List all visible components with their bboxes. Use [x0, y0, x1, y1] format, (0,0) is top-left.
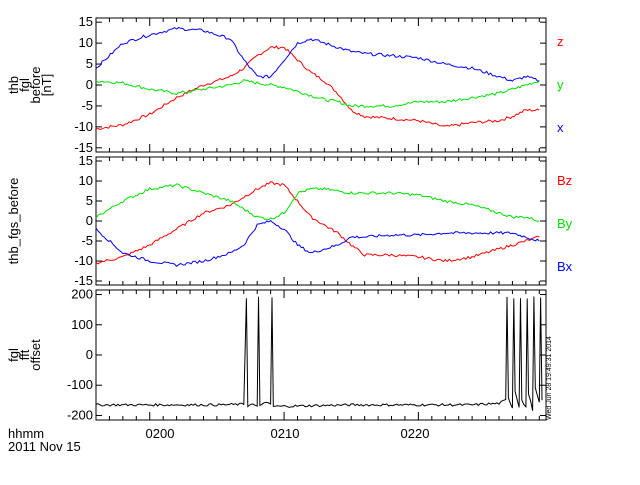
- legend-label-By: By: [557, 216, 573, 231]
- time-axis: 0200 0210 0220 hhmm 2011 Nov 15: [8, 426, 429, 454]
- panel-frame: [95, 156, 547, 286]
- date-label: 2011 Nov 15: [8, 439, 81, 454]
- panel-frame: [95, 17, 547, 153]
- series-line-offset: [95, 296, 543, 411]
- legend-label-Bz: Bz: [557, 173, 572, 188]
- y-tick-label: -10: [74, 253, 93, 268]
- y-axis-label: thb: [6, 76, 21, 94]
- y-tick-label: -5: [81, 233, 93, 248]
- y-tick-label: 0: [86, 213, 93, 228]
- timestamp-stamp: Wed Jun 28 19:49:31 2014: [546, 336, 553, 420]
- y-tick-label: 200: [71, 287, 93, 302]
- y-axis-label: [nT]: [39, 74, 54, 96]
- y-tick-label: -100: [67, 377, 93, 392]
- time-tick-label: 0210: [271, 426, 300, 441]
- y-tick-label: -15: [74, 140, 93, 155]
- legend-label-Bx: Bx: [557, 259, 573, 274]
- y-axis-label: offset: [28, 339, 43, 371]
- y-tick-label: -5: [81, 98, 93, 113]
- y-tick-label: 5: [86, 56, 93, 71]
- legend-label-y: y: [557, 77, 564, 92]
- panel-frame: [95, 289, 547, 421]
- series-line-Bx: [95, 219, 540, 267]
- y-tick-label: -10: [74, 119, 93, 134]
- legend-label-z: z: [557, 34, 564, 49]
- series-line-y: [95, 79, 540, 108]
- y-tick-label: 100: [71, 317, 93, 332]
- y-tick-label: 10: [79, 173, 93, 188]
- time-tick-label: 0220: [401, 426, 430, 441]
- series-line-By: [95, 183, 540, 222]
- y-tick-label: 15: [79, 153, 93, 168]
- time-tick-label: 0200: [146, 426, 175, 441]
- y-tick-label: -15: [74, 273, 93, 288]
- y-axis-label: fgl: [6, 348, 21, 362]
- y-axis-label: fft: [17, 349, 32, 360]
- y-tick-label: 15: [79, 14, 93, 29]
- panel-fgs-before: 15 10 5 0 -5 -10 -15 thb_fgs_before Bz By Bx: [6, 153, 573, 288]
- series-line-x: [95, 26, 540, 82]
- y-axis-label: thb_fgs_before: [6, 178, 21, 265]
- y-axis-label: fgl: [17, 78, 32, 92]
- series-line-z: [95, 45, 540, 131]
- y-tick-label: 5: [86, 193, 93, 208]
- y-axis-label: before: [28, 67, 43, 104]
- time-unit-label: hhmm: [8, 426, 44, 441]
- y-tick-label: 0: [86, 347, 93, 362]
- y-tick-label: 0: [86, 77, 93, 92]
- series-line-Bz: [95, 181, 540, 265]
- y-tick-label: -200: [67, 407, 93, 422]
- legend-label-x: x: [557, 120, 564, 135]
- y-tick-label: 10: [79, 35, 93, 50]
